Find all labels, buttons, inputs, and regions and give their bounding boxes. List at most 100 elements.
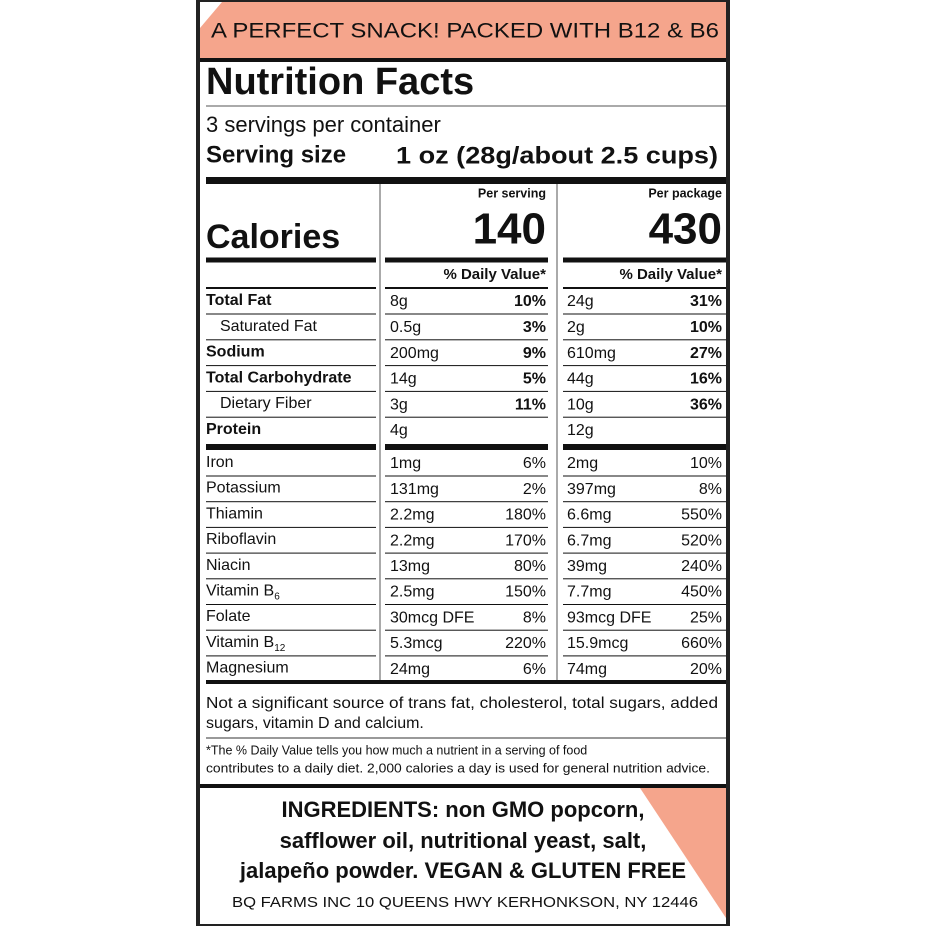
row-rule [206, 526, 376, 528]
footnote: *The % Daily Value tells you how much a … [206, 743, 587, 757]
daily-value: 170% [505, 532, 546, 549]
daily-value: 3% [523, 319, 546, 336]
serving-size-label: Serving size [206, 141, 346, 168]
amount: 13mg [390, 558, 430, 575]
nutrient-name: Total Fat [206, 292, 272, 309]
row-rule [563, 390, 726, 392]
amount: 15.9mcg [567, 635, 628, 652]
daily-value: 25% [690, 609, 722, 626]
row-rule [385, 578, 548, 580]
daily-value: 10% [690, 319, 722, 336]
row-rule [385, 552, 548, 554]
subscript: 12 [274, 643, 286, 654]
amount: 0.5g [390, 319, 421, 336]
nutrient-name-text: Vitamin B [206, 583, 274, 600]
amount: 2.2mg [390, 532, 434, 549]
amount: 2.5mg [390, 584, 434, 601]
row-rule [385, 475, 548, 477]
amount: 4g [390, 422, 408, 439]
row-rule [206, 655, 376, 657]
amount: 74mg [567, 661, 607, 678]
title: Nutrition Facts [206, 61, 474, 103]
rule [206, 287, 376, 289]
daily-value: 10% [514, 293, 546, 310]
row-rule [563, 655, 726, 657]
row-rule [563, 552, 726, 554]
nutrient-name-text: Thiamin [206, 506, 263, 523]
ingredients: jalapeño powder. VEGAN & GLUTEN FREE [239, 858, 686, 883]
nutrient-name: Niacin [206, 557, 250, 574]
row-rule [563, 578, 726, 580]
row-rule [385, 629, 548, 631]
frame [196, 0, 730, 926]
nutrient-name: Total Carbohydrate [206, 370, 352, 387]
rule [206, 680, 726, 684]
row-rule [206, 475, 376, 477]
amount: 7.7mg [567, 584, 611, 601]
row-rule [385, 501, 548, 503]
nutrient-name-text: Saturated Fat [220, 318, 318, 335]
banner-corner [200, 2, 222, 28]
amount: 24g [567, 293, 594, 310]
daily-value: 550% [681, 507, 722, 524]
daily-value: 9% [523, 345, 546, 362]
rule [385, 444, 548, 450]
amount: 2mg [567, 455, 598, 472]
rule [563, 287, 726, 289]
rule [563, 444, 726, 450]
banner: A PERFECT SNACK! PACKED WITH B12 & B6 [211, 20, 719, 43]
amount: 2g [567, 319, 585, 336]
servings: 3 servings per container [206, 112, 441, 137]
nutrient-name-text: Potassium [206, 480, 281, 497]
nutrient-name: Folate [206, 608, 251, 625]
rule [206, 177, 726, 184]
nutrient-name: Magnesium [206, 660, 289, 677]
nutrient-name-text: Niacin [206, 557, 250, 574]
row-rule [563, 365, 726, 367]
row-rule [206, 552, 376, 554]
row-rule [206, 501, 376, 503]
footnote: contributes to a daily diet. 2,000 calor… [206, 761, 710, 775]
amount: 610mg [567, 345, 616, 362]
row-rule [206, 629, 376, 631]
row-rule [385, 526, 548, 528]
amount: 93mcg DFE [567, 609, 651, 626]
nutrient-name-text: Total Fat [206, 292, 272, 309]
daily-value: 27% [690, 345, 722, 362]
nutrient-name: Saturated Fat [220, 318, 318, 335]
daily-value: 8% [699, 481, 722, 498]
amount: 3g [390, 396, 408, 413]
daily-value: 450% [681, 584, 722, 601]
rule [200, 784, 726, 788]
calories-value: 430 [649, 205, 722, 254]
row-rule [563, 339, 726, 341]
amount: 1mg [390, 455, 421, 472]
nutrient-name-text: Sodium [206, 344, 265, 361]
row-rule [563, 416, 726, 418]
rule [206, 444, 376, 450]
nutrient-name: Protein [206, 421, 261, 438]
nutrient-name-text: Riboflavin [206, 531, 276, 548]
row-rule [563, 501, 726, 503]
row-rule [385, 416, 548, 418]
daily-value: 10% [690, 455, 722, 472]
amount: 14g [390, 371, 417, 388]
amount: 397mg [567, 481, 616, 498]
daily-value: 2% [523, 481, 546, 498]
nutrient-name: Vitamin B12 [206, 634, 286, 653]
nutrient-name: Riboflavin [206, 531, 276, 548]
column-header: Per serving [478, 186, 546, 200]
amount: 131mg [390, 481, 439, 498]
amount: 200mg [390, 345, 439, 362]
row-rule [385, 365, 548, 367]
subscript: 6 [274, 591, 280, 602]
nutrient-name-text: Total Carbohydrate [206, 370, 352, 387]
daily-value: 6% [523, 661, 546, 678]
row-rule [385, 655, 548, 657]
nutrient-name: Iron [206, 454, 234, 471]
amount: 12g [567, 422, 594, 439]
row-rule [563, 475, 726, 477]
nutrient-name: Thiamin [206, 506, 263, 523]
calories-label: Calories [206, 218, 340, 256]
